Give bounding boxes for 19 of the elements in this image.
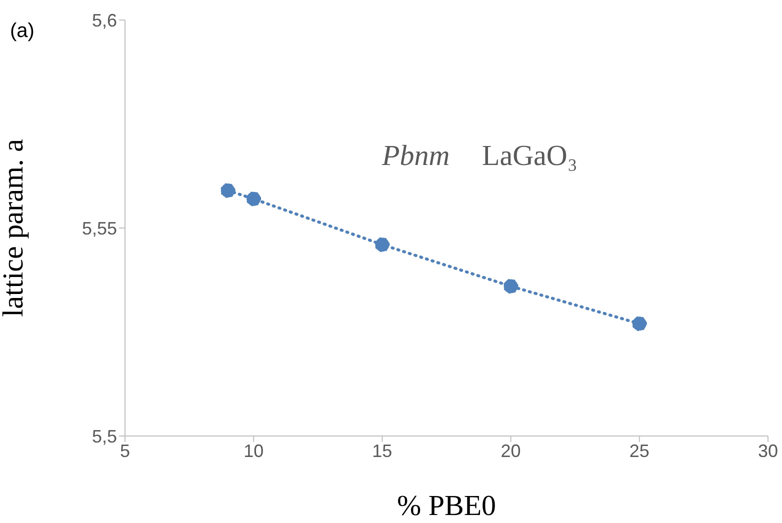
x-tick-label: 5 [120, 440, 130, 461]
x-tick-label: 25 [629, 440, 650, 461]
point [220, 183, 236, 198]
point [246, 191, 262, 206]
point [632, 316, 647, 332]
x-tick-label: 20 [500, 440, 521, 461]
y-tick-label: 5,6 [92, 10, 117, 30]
text: (a) [10, 20, 34, 43]
y-tick-label: 5,55 [82, 218, 117, 238]
x-tick-label: 10 [244, 440, 264, 461]
y-axis-title: lattice param. a [0, 138, 30, 317]
y-tick-label: 5,5 [92, 426, 117, 446]
annotation: LaGaO₃ [482, 140, 578, 173]
x-axis-title: % PBE0 [396, 490, 496, 522]
point [503, 278, 518, 294]
x-tick-label: 15 [372, 440, 392, 461]
point [374, 237, 390, 252]
x-tick-label: 30 [758, 440, 778, 461]
annotation: Pbnm [382, 140, 450, 173]
